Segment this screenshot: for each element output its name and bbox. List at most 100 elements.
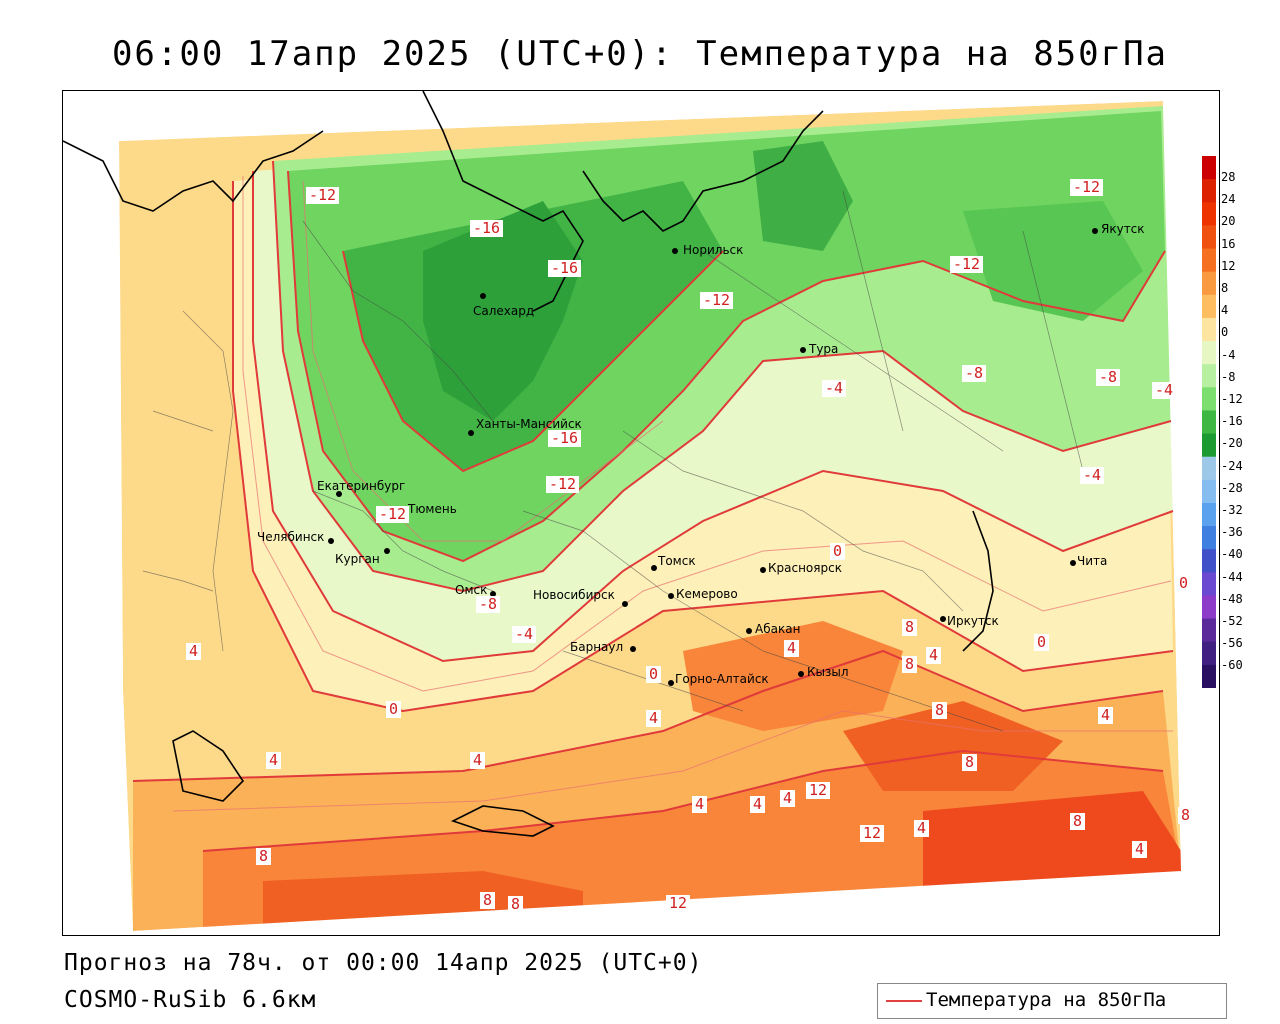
contour-label-bg bbox=[666, 895, 690, 912]
scale-tick-label: -16 bbox=[1221, 414, 1243, 429]
legend-line-swatch bbox=[886, 1000, 922, 1002]
contour-value-label: 0 bbox=[833, 542, 842, 560]
contour-value-label: -12 bbox=[309, 186, 336, 204]
contour-label-bg bbox=[830, 543, 845, 560]
scale-tick-label: 4 bbox=[1221, 303, 1229, 318]
contour-label-bg bbox=[962, 754, 977, 771]
contour-value-label: 4 bbox=[929, 646, 938, 664]
city-label: Екатеринбург bbox=[317, 479, 405, 493]
map-canvas: Салехард Норильск Якутск Тура Ханты-Манс… bbox=[63, 91, 1219, 935]
contour-label-bg bbox=[1070, 813, 1085, 830]
city-label: Тура bbox=[808, 342, 838, 356]
scale-cell bbox=[1202, 479, 1216, 504]
contour-value-label: 8 bbox=[905, 618, 914, 636]
contour-value-label: 12 bbox=[669, 894, 687, 912]
scale-tick-label: -48 bbox=[1221, 591, 1243, 606]
contour-label-bg bbox=[646, 710, 661, 727]
contour-value-label: -12 bbox=[1073, 178, 1100, 196]
city-label: Горно-Алтайск bbox=[675, 672, 769, 686]
contour-value-label: 0 bbox=[1037, 633, 1046, 651]
contour-label-bg bbox=[1176, 575, 1191, 592]
contour-label-bg bbox=[914, 820, 929, 837]
scale-cell bbox=[1202, 618, 1216, 643]
scale-cell bbox=[1202, 664, 1216, 688]
contour-label-bg bbox=[386, 701, 401, 718]
contour-value-label: -4 bbox=[1083, 466, 1101, 484]
contour-value-label: -8 bbox=[479, 595, 497, 613]
contour-label-bg bbox=[692, 796, 707, 813]
scale-cell bbox=[1202, 341, 1216, 365]
contour-label-bg bbox=[548, 260, 581, 277]
city-label: Томск bbox=[657, 554, 696, 568]
contour-value-label: 4 bbox=[783, 789, 792, 807]
contour-value-label: -4 bbox=[515, 625, 533, 643]
map-legend: Температура на 850гПа bbox=[877, 983, 1227, 1019]
contour-value-label: 4 bbox=[917, 819, 926, 837]
contour-label-bg bbox=[806, 782, 830, 799]
contour-value-label: 0 bbox=[389, 700, 398, 718]
scale-cell bbox=[1202, 248, 1216, 273]
contour-label-bg bbox=[470, 220, 503, 237]
scale-tick-label: -8 bbox=[1221, 369, 1236, 384]
contour-value-label: 4 bbox=[649, 709, 658, 727]
contour-value-label: -8 bbox=[965, 364, 983, 382]
contour-label-bg bbox=[266, 752, 281, 769]
contour-value-label: -8 bbox=[1099, 368, 1117, 386]
contour-value-label: 4 bbox=[473, 751, 482, 769]
scale-tick-label: -36 bbox=[1221, 525, 1243, 540]
contour-value-label: 4 bbox=[189, 642, 198, 660]
city-label: Омск bbox=[455, 583, 487, 597]
contour-value-label: -4 bbox=[825, 379, 843, 397]
scale-cell bbox=[1202, 410, 1216, 435]
contour-label-bg bbox=[860, 825, 884, 842]
scale-cell bbox=[1202, 317, 1216, 342]
contour-label-bg bbox=[750, 796, 765, 813]
scale-cell bbox=[1202, 364, 1216, 388]
forecast-info: Прогноз на 78ч. от 00:00 14апр 2025 (UTC… bbox=[64, 950, 703, 976]
scale-cell bbox=[1202, 294, 1216, 319]
city-label: Тюмень bbox=[407, 502, 457, 516]
city-label: Якутск bbox=[1101, 222, 1145, 236]
contour-value-label: 4 bbox=[1101, 706, 1110, 724]
city-label: Красноярск bbox=[768, 561, 842, 575]
scale-tick-label: 8 bbox=[1221, 281, 1229, 295]
scale-cell bbox=[1202, 456, 1216, 481]
contour-label-bg bbox=[546, 476, 579, 493]
contour-label-bg bbox=[1070, 179, 1103, 196]
map-title: 06:00 17апр 2025 (UTC+0): Температура на… bbox=[111, 34, 1169, 74]
contour-label-bg bbox=[1152, 382, 1176, 399]
scale-cell bbox=[1202, 271, 1216, 296]
scale-tick-label: 28 bbox=[1221, 170, 1236, 184]
contour-label-bg bbox=[1098, 707, 1113, 724]
contour-value-label: 12 bbox=[863, 824, 881, 842]
contour-label-bg bbox=[822, 380, 846, 397]
contour-label-bg bbox=[784, 640, 799, 657]
scale-tick-label: -28 bbox=[1221, 480, 1243, 495]
contour-label-bg bbox=[902, 656, 917, 673]
scale-tick-label: -52 bbox=[1221, 614, 1243, 628]
scale-cell bbox=[1202, 526, 1216, 550]
scale-tick-label: 24 bbox=[1221, 192, 1236, 207]
contour-label-bg bbox=[1080, 467, 1104, 484]
city-label: Кемерово bbox=[676, 587, 738, 601]
contour-label-bg bbox=[480, 892, 495, 909]
contour-label-bg bbox=[1096, 369, 1120, 386]
contour-label-bg bbox=[950, 256, 983, 273]
contour-value-label: -4 bbox=[1155, 381, 1173, 399]
contour-value-label: 4 bbox=[787, 639, 796, 657]
color-scale bbox=[1202, 156, 1216, 688]
contour-value-label: 8 bbox=[935, 701, 944, 719]
contour-value-label: -12 bbox=[379, 505, 406, 523]
contour-value-label: 0 bbox=[1179, 574, 1188, 592]
contour-label-bg bbox=[902, 619, 917, 636]
contour-value-label: -16 bbox=[551, 259, 578, 277]
contour-label-bg bbox=[376, 506, 409, 523]
scale-tick-label: -4 bbox=[1221, 347, 1236, 362]
city-label: Ханты-Мансийск bbox=[476, 417, 582, 431]
contour-value-label: 8 bbox=[511, 895, 520, 913]
contour-value-label: -12 bbox=[703, 291, 730, 309]
contour-label-bg bbox=[1132, 841, 1147, 858]
contour-label-bg bbox=[646, 666, 661, 683]
contour-value-label: 8 bbox=[483, 891, 492, 909]
model-name: COSMO-RuSib 6.6км bbox=[64, 987, 317, 1013]
